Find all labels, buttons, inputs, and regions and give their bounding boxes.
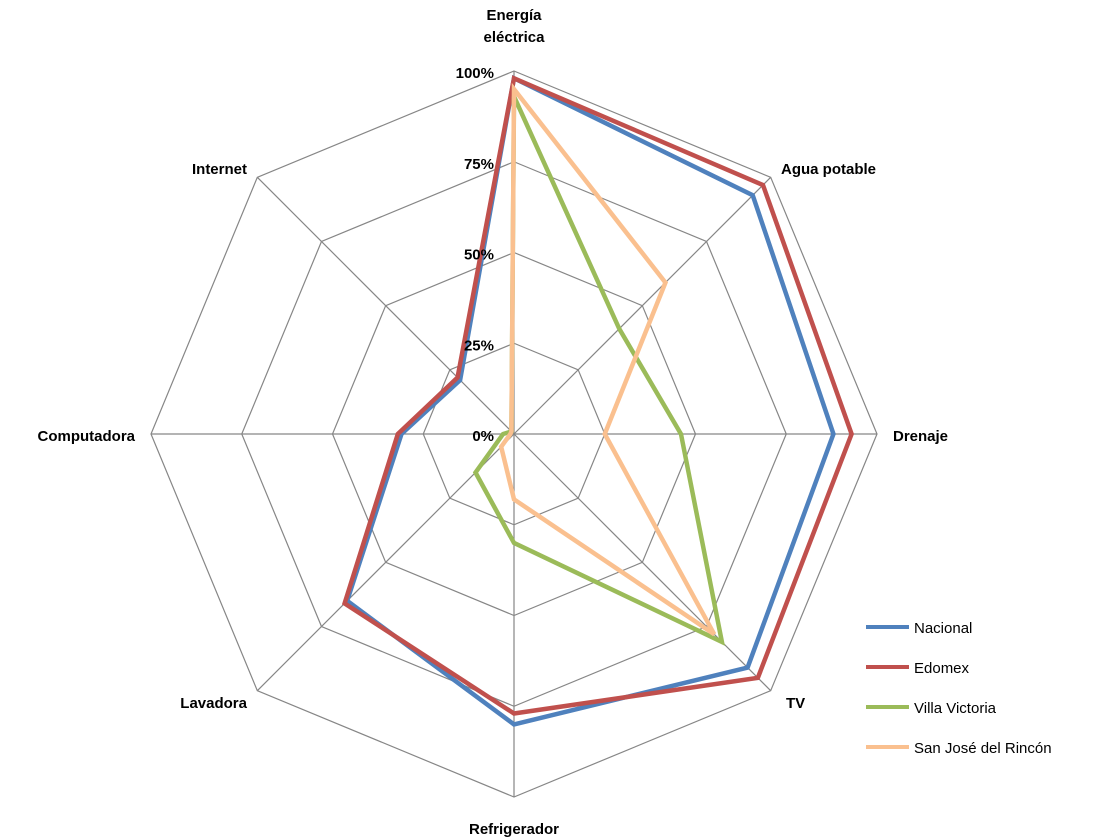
category-label: Refrigerador <box>469 821 559 838</box>
legend-label: Edomex <box>914 660 970 677</box>
radial-tick-label: 25% <box>464 337 494 354</box>
legend-label: Nacional <box>914 620 972 637</box>
category-labels: Energía eléctrica Agua potable Drenaje TV Ref… <box>38 7 949 838</box>
grid-spoke <box>256 176 515 435</box>
category-label: Drenaje <box>893 428 948 445</box>
grid-spoke <box>256 433 515 692</box>
series-line-nacional <box>344 74 836 727</box>
series-line-edomex <box>341 75 854 716</box>
grid-spoke <box>513 176 772 435</box>
radar-series <box>341 74 854 727</box>
legend-label: Villa Victoria <box>914 700 997 717</box>
radial-tick-label: 0% <box>472 428 494 445</box>
grid-spoke <box>513 433 772 692</box>
radial-tick-label: 50% <box>464 247 494 264</box>
category-label: eléctrica <box>484 29 546 46</box>
category-label: Computadora <box>38 428 136 445</box>
category-label: Lavadora <box>180 695 247 712</box>
series-line-san-jos-del-rinc-n <box>498 82 717 637</box>
radial-tick-label: 100% <box>456 65 494 82</box>
category-label: Energía <box>486 7 542 24</box>
category-label: TV <box>786 695 805 712</box>
radial-tick-label: 75% <box>464 156 494 173</box>
category-label: Agua potable <box>781 161 876 178</box>
legend-label: San José del Rincón <box>914 740 1052 757</box>
radial-tick-labels: 0% 25% 50% 75% 100% <box>456 65 494 445</box>
category-label: Internet <box>192 161 247 178</box>
legend: Nacional Edomex Villa Victoria San José del… <box>866 620 1052 757</box>
